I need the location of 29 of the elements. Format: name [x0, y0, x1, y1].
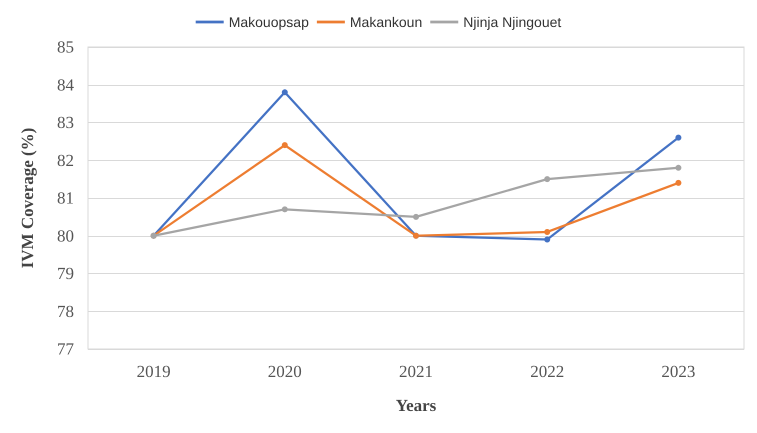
x-tick-label: 2020: [268, 362, 302, 381]
x-axis-title: Years: [396, 396, 437, 415]
point: [675, 134, 682, 141]
point: [544, 176, 550, 182]
point: [282, 89, 288, 96]
legend-label: Makankoun: [350, 14, 422, 30]
y-tick-label: 81: [57, 188, 74, 208]
point: [413, 214, 419, 220]
y-tick-label: 79: [57, 264, 74, 283]
legend-label: Njinja Njingouet: [463, 14, 562, 30]
x-tick-label: 2021: [399, 362, 433, 381]
y-axis-title: IVM Coverage (%): [18, 128, 37, 268]
point: [544, 228, 550, 235]
y-tick-label: 84: [57, 75, 74, 94]
y-tick-label: 77: [57, 340, 74, 358]
y-tick-label: 80: [57, 226, 74, 246]
point: [544, 236, 550, 243]
point: [675, 180, 682, 186]
y-tick-label: 85: [57, 38, 74, 56]
point: [675, 164, 682, 171]
x-tick-label: 2022: [530, 362, 564, 381]
y-tick-label: 78: [57, 302, 74, 321]
x-tick-label: 2019: [136, 362, 171, 381]
x-tick-label: 2023: [661, 362, 696, 381]
legend-label: Makouopsap: [228, 14, 310, 30]
point: [282, 142, 288, 148]
y-tick-label: 83: [57, 113, 74, 132]
y-tick-label: 82: [57, 150, 74, 170]
point: [282, 206, 288, 212]
